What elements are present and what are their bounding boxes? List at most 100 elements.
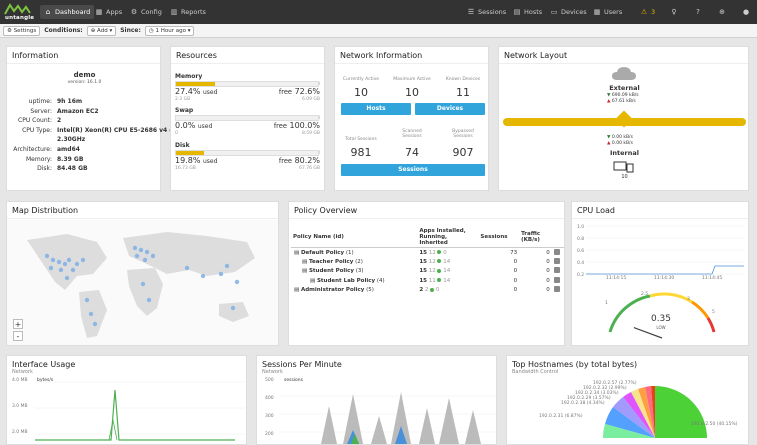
resource-used-word: used: [197, 123, 213, 130]
map-zoom-out-button[interactable]: -: [13, 331, 23, 341]
sessions-button[interactable]: Sessions: [341, 164, 485, 176]
cpu-x-tick: 11:14:30: [654, 276, 675, 281]
chart-icon: ▥: [170, 7, 178, 16]
policy-traffic: 0: [546, 277, 550, 284]
warning-icon: ⚠: [640, 7, 648, 16]
untangle-logo[interactable]: untangle: [4, 3, 38, 21]
nav-config[interactable]: ⚙ Config: [130, 6, 162, 18]
help-button[interactable]: ?: [694, 6, 702, 18]
add-condition-button[interactable]: ⊕ Add ▾: [86, 25, 117, 36]
nav-dashboard[interactable]: ⌂ Dashboard: [40, 5, 95, 19]
account-button[interactable]: ●: [742, 6, 750, 18]
support-button[interactable]: ⊕: [718, 6, 726, 18]
resource-usage-fill: [176, 82, 215, 86]
policy-row[interactable]: ▤ Default Policy (1) 15 12 0 73 0: [291, 248, 564, 258]
resource-usage-fill: [176, 151, 205, 155]
world-map[interactable]: [7, 220, 278, 345]
col-sessions[interactable]: Sessions: [478, 227, 520, 248]
col-traffic[interactable]: Traffic (KB/s): [519, 227, 552, 248]
map-zoom-in-button[interactable]: +: [13, 319, 23, 329]
devices-button[interactable]: Devices: [415, 103, 485, 115]
plus-icon: ⊕: [90, 27, 98, 34]
hosts-button[interactable]: Hosts: [341, 103, 411, 115]
policy-sessions: 0: [513, 258, 518, 265]
resource-used-pct: 27.4%: [175, 87, 201, 96]
policy-row[interactable]: ▤ Student Policy (3) 15 12 14 0 0: [291, 267, 564, 277]
nav-apps[interactable]: ▦ Apps: [95, 6, 122, 18]
edit-icon[interactable]: [553, 286, 560, 293]
maximum-active-value: 10: [405, 86, 419, 99]
external-label: External: [609, 84, 640, 92]
nav-apps-label: Apps: [106, 8, 123, 16]
resource-used: 27.4% used: [175, 87, 217, 96]
total-sessions-value: 981: [350, 146, 372, 159]
cpu-y-tick: 0.2: [577, 273, 585, 278]
nav-dashboard-label: Dashboard: [55, 8, 91, 16]
col-policy-name[interactable]: Policy Name (id): [291, 227, 418, 248]
total-sessions-caption: Total Sessions: [345, 137, 377, 142]
edit-icon[interactable]: [553, 248, 560, 255]
user-icon: ●: [742, 7, 750, 16]
edit-icon[interactable]: [553, 276, 560, 283]
alerts-button[interactable]: ⚠ 3: [640, 6, 655, 18]
nav-hosts[interactable]: ▤ Hosts: [513, 6, 543, 18]
interface-usage-subtitle: Network: [12, 369, 33, 375]
edit-icon[interactable]: [553, 257, 560, 264]
policy-name-cell: ▤ Teacher Policy (2): [291, 257, 417, 267]
external-download-rate: ▼ 690.09 kB/s: [607, 93, 639, 98]
apps-installed: 2: [419, 287, 424, 294]
tips-button[interactable]: ♀: [670, 6, 678, 18]
pie-label: 192.0.2.31 (6.87%): [539, 414, 583, 419]
policy-traffic: 0: [546, 287, 550, 294]
lightbulb-icon: ♀: [671, 7, 677, 16]
resource-free-word: free: [278, 88, 293, 96]
policy-id: (4): [376, 277, 385, 284]
settings-button[interactable]: ⚙ Settings: [3, 25, 41, 36]
policy-sessions: 0: [513, 287, 518, 294]
resource-free-pct: 72.6%: [294, 87, 320, 96]
resource-free-amount: 67.76 GB: [299, 166, 320, 171]
users-icon: ▦: [593, 7, 601, 16]
resource-used: 19.8% used: [175, 156, 217, 165]
since-label: Since:: [120, 27, 141, 34]
map-distribution-card: Map Distribution + -: [6, 201, 279, 346]
gauge-needle: [633, 327, 663, 339]
nav-reports[interactable]: ▥ Reports: [170, 6, 206, 18]
nav-users[interactable]: ▦ Users: [593, 6, 623, 18]
nav-sessions[interactable]: ☰ Sessions: [467, 6, 506, 18]
resource-free-amount: 6.09 GB: [301, 97, 320, 102]
sessions-per-minute-subtitle: Network: [262, 369, 283, 375]
edit-icon[interactable]: [553, 267, 560, 274]
internal-download-rate: ▼ 0.00 kB/s: [607, 135, 633, 140]
policy-sessions: 73: [510, 249, 518, 256]
policy-traffic: 0: [546, 258, 550, 265]
top-hostnames-pie[interactable]: [577, 378, 747, 444]
resource-used-word: used: [202, 158, 218, 165]
cpu-gauge: [608, 292, 716, 339]
col-apps[interactable]: Apps Installed, Running, Inherited: [417, 227, 479, 248]
sessions-per-minute-title: Sessions Per Minute: [262, 360, 342, 369]
resource-used-word: used: [202, 89, 218, 96]
policy-row[interactable]: ▤ Student Lab Policy (4) 15 11 14 0 0: [291, 276, 564, 286]
top-navigation-bar: untangle ⌂ Dashboard ▦ Apps ⚙ Config ▥ R…: [0, 0, 757, 24]
policy-name: Administrator Policy: [300, 287, 365, 294]
network-layout-title: Network Layout: [499, 47, 748, 64]
cpu-x-tick: 11:14:45: [702, 276, 723, 281]
external-download-rate-text: 690.09 kB/s: [611, 93, 639, 98]
nav-devices[interactable]: ▭ Devices: [550, 6, 587, 18]
currently-active-value: 10: [354, 86, 368, 99]
arrow-up-icon: ▲: [607, 99, 611, 104]
devices-icon[interactable]: [613, 161, 635, 173]
nav-reports-label: Reports: [181, 8, 206, 16]
conditions-label: Conditions:: [44, 27, 83, 34]
policy-apps-cell: 2 2 0: [417, 286, 478, 296]
resource-free-amount: 8.59 GB: [301, 131, 320, 136]
since-dropdown[interactable]: ◷ 1 Hour ago ▾: [144, 25, 195, 36]
logo-text: untangle: [5, 15, 35, 21]
policy-row[interactable]: ▤ Teacher Policy (2) 15 12 14 0 0: [291, 257, 564, 267]
since-value: 1 Hour ago: [155, 27, 186, 34]
apps-running: 12: [428, 258, 436, 265]
known-devices-caption: Known Devices: [445, 77, 481, 82]
version: version: 16.1.0: [67, 80, 102, 85]
